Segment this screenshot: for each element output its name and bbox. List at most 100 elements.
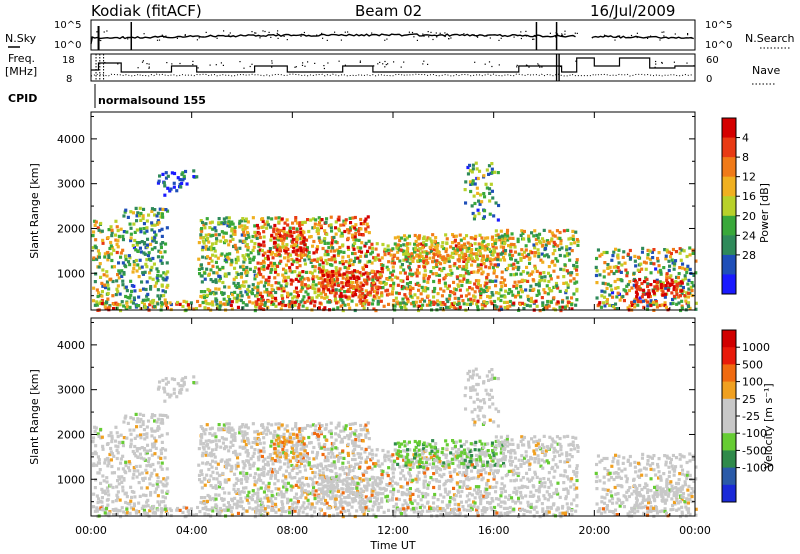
power-cell: [307, 284, 311, 288]
power-cell: [366, 249, 370, 253]
velocity-cell: [230, 464, 234, 468]
power-cell: [574, 303, 578, 307]
velocity-cell: [364, 458, 368, 462]
nsearch-dot: [444, 35, 446, 38]
power-cell: [470, 287, 474, 291]
velocity-cell: [343, 478, 347, 482]
power-cell: [146, 253, 150, 258]
power-cell: [370, 246, 374, 250]
power-cell: [339, 292, 343, 296]
nsearch-dot: [184, 34, 186, 37]
velocity-cell: [253, 448, 257, 452]
power-cell: [392, 261, 396, 265]
power-cell: [526, 271, 530, 275]
velocity-cell: [339, 510, 343, 514]
nsearch-dot: [525, 30, 527, 32]
power-cell: [269, 252, 273, 256]
velocity-cell: [160, 461, 164, 465]
nave-dot: [146, 63, 148, 65]
power-cell: [376, 299, 380, 303]
power-cell: [205, 217, 209, 221]
velocity-cell: [369, 458, 373, 462]
velocity-cell: [233, 435, 237, 440]
power-cell: [559, 267, 563, 271]
velocity-cell: [295, 446, 299, 450]
power-cell: [452, 306, 456, 310]
power-cell: [542, 271, 546, 275]
power-cell: [159, 250, 163, 254]
power-cell: [509, 249, 513, 253]
power-cell: [149, 242, 153, 246]
power-cell: [625, 274, 629, 278]
velocity-cell: [142, 508, 146, 512]
power-cell: [299, 253, 303, 257]
power-cell: [544, 246, 548, 251]
power-cell: [642, 305, 646, 309]
power-cell: [144, 262, 148, 266]
velocity-cell: [214, 439, 218, 443]
velocity-cell: [370, 467, 374, 471]
power-cell: [360, 295, 364, 299]
power-cell: [426, 294, 430, 298]
velocity-cell: [340, 500, 344, 504]
velocity-cell: [317, 494, 321, 498]
power-cell: [538, 239, 542, 243]
velocity-cell: [144, 493, 148, 498]
power-cell: [375, 242, 379, 246]
velocity-cell: [214, 466, 218, 470]
velocity-cell: [301, 492, 305, 496]
velocity-cell: [277, 493, 281, 497]
power-cell: [608, 265, 612, 269]
power-cell: [279, 301, 283, 305]
nave-dot: [249, 65, 251, 68]
power-cell: [233, 290, 237, 294]
power-cell: [156, 211, 160, 215]
power-cell: [671, 297, 675, 302]
velocity-cell: [263, 496, 267, 500]
nave-dot: [137, 67, 139, 69]
power-cell: [408, 261, 412, 265]
velocity-cell: [360, 501, 364, 505]
velocity-cell: [343, 509, 347, 513]
power-cell: [209, 278, 213, 282]
power-cell: [457, 302, 461, 306]
nave-dot: [323, 67, 325, 70]
power-cell: [422, 276, 426, 280]
power-cell: [482, 174, 486, 178]
power-cell: [510, 263, 514, 267]
power-cell: [642, 299, 646, 303]
power-cell: [417, 236, 421, 240]
power-cell: [454, 288, 458, 292]
power-cell: [199, 219, 203, 223]
power-cell: [211, 264, 215, 268]
velocity-cell: [228, 430, 232, 434]
velocity-cell: [305, 452, 309, 456]
velocity-cell: [284, 456, 288, 460]
power-cell: [231, 293, 235, 297]
velocity-cell: [198, 478, 202, 482]
velocity-cell: [210, 454, 214, 458]
power-cell: [656, 259, 660, 263]
velocity-cell: [134, 454, 138, 458]
velocity-cell: [138, 464, 142, 468]
power-cell: [635, 281, 639, 285]
power-cell: [519, 288, 523, 292]
power-cell: [497, 291, 501, 295]
velocity-cell: [148, 482, 152, 486]
power-cell: [446, 286, 450, 291]
power-cell: [671, 261, 675, 265]
power-cell: [234, 275, 238, 279]
power-cell: [505, 231, 509, 235]
velocity-cell: [230, 433, 234, 437]
power-cell: [620, 263, 624, 267]
power-cell: [461, 267, 465, 271]
power-cell: [95, 300, 99, 304]
velocity-cell: [364, 447, 368, 451]
velocity-cell: [111, 485, 115, 490]
power-cell: [470, 257, 474, 261]
velocity-cell: [161, 508, 165, 512]
velocity-cell: [323, 435, 327, 439]
power-cell: [334, 272, 338, 276]
power-cells: [91, 161, 698, 313]
power-cell: [646, 284, 650, 289]
